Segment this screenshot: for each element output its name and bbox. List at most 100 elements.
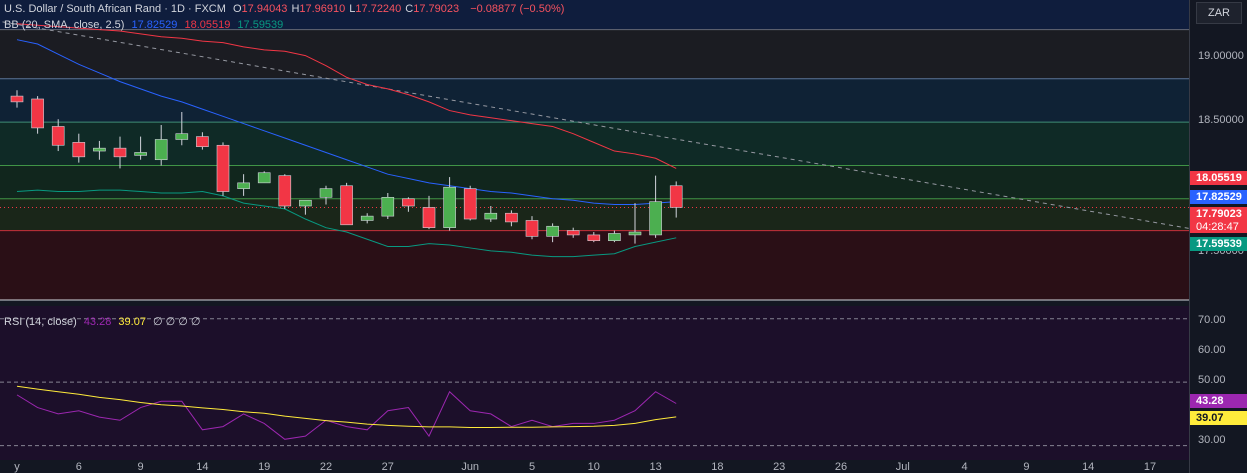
time-tick: 22 xyxy=(320,461,332,473)
time-tick: 26 xyxy=(835,461,847,473)
time-tick: 10 xyxy=(588,461,600,473)
time-tick: 23 xyxy=(773,461,785,473)
rsi-value-label: 43.28 xyxy=(1190,394,1247,408)
candle-body xyxy=(525,220,539,237)
bb-upper-line xyxy=(16,23,677,169)
time-tick: 14 xyxy=(1082,461,1094,473)
candle-body xyxy=(628,231,642,236)
candle xyxy=(360,213,374,224)
candle xyxy=(525,216,539,240)
background-zone xyxy=(0,29,1189,79)
candle-body xyxy=(51,126,65,146)
ohlc-values: O17.94043 H17.96910 L17.72240 C17.79023 xyxy=(233,3,463,15)
candle xyxy=(257,171,271,184)
change-value: −0.08877 (−0.50%) xyxy=(470,3,565,15)
rsi-value: 43.28 xyxy=(83,316,112,328)
background-zone xyxy=(0,198,1189,231)
candle-body xyxy=(113,147,127,158)
rsi-label: RSI (14, close) xyxy=(4,316,77,328)
candle-body xyxy=(257,172,271,184)
bb-lower-line xyxy=(16,189,677,258)
candle-body xyxy=(505,212,518,223)
candle-body xyxy=(608,233,621,242)
trendline[interactable] xyxy=(0,14,1189,231)
candle xyxy=(237,174,250,196)
candle-body xyxy=(299,199,312,207)
candle-body xyxy=(278,175,292,207)
time-tick: 27 xyxy=(382,461,394,473)
price-axis[interactable]: ZAR 19.00000 18.50000 17.50000 18.05519 … xyxy=(1189,0,1247,473)
background-zone xyxy=(0,0,1189,30)
rsi-ma-label: 39.07 xyxy=(1190,411,1247,425)
ohlc-key: H xyxy=(291,3,300,15)
candle-body xyxy=(175,133,189,140)
rsi-tick: 70.00 xyxy=(1198,314,1226,326)
candle xyxy=(566,227,580,238)
candle-body xyxy=(237,182,250,189)
symbol-legend: U.S. Dollar / South African Rand · 1D · … xyxy=(4,3,568,15)
time-tick: Jun xyxy=(461,461,479,473)
candle xyxy=(443,177,456,231)
candle xyxy=(31,96,44,134)
price-tick: 18.50000 xyxy=(1198,114,1244,126)
time-tick: 14 xyxy=(196,461,208,473)
candle-body xyxy=(10,95,24,103)
candle-body xyxy=(484,212,498,220)
candle xyxy=(299,199,312,215)
ohlc-value: 17.79023 xyxy=(413,3,460,15)
time-tick: 5 xyxy=(529,461,535,473)
background-zone xyxy=(0,306,1189,460)
time-tick: 9 xyxy=(138,461,144,473)
candle-body xyxy=(649,201,662,236)
candle-body xyxy=(587,234,601,242)
bb-label: BB (20, SMA, close, 2.5) xyxy=(4,19,125,31)
candle xyxy=(340,182,353,226)
candle-body xyxy=(360,215,374,221)
candle xyxy=(587,232,601,243)
background-zone xyxy=(0,165,1189,199)
time-tick: 9 xyxy=(1023,461,1029,473)
candle-body xyxy=(196,136,209,148)
ohlc-value: 17.96910 xyxy=(299,3,346,15)
time-tick: 18 xyxy=(711,461,723,473)
background-zone xyxy=(0,78,1189,123)
rsi-tick: 50.00 xyxy=(1198,374,1226,386)
candle-body xyxy=(546,225,559,237)
candle-body xyxy=(402,198,415,207)
background-zone xyxy=(0,230,1189,300)
symbol-title: U.S. Dollar / South African Rand · 1D · … xyxy=(4,3,226,15)
candle-body xyxy=(93,147,106,152)
candle xyxy=(93,140,106,160)
candle xyxy=(669,181,683,218)
background-zones xyxy=(0,0,1189,460)
candle-body xyxy=(422,207,436,228)
currency-button[interactable]: ZAR xyxy=(1196,2,1242,24)
rsi-ma-value: 39.07 xyxy=(118,316,146,328)
bb-upper-label: 18.05519 xyxy=(1190,171,1247,185)
rsi-ma-line xyxy=(16,385,677,429)
candle xyxy=(402,197,415,212)
bb-basis-label: 17.82529 xyxy=(1190,190,1247,204)
candle xyxy=(608,230,621,243)
ohlc-key: C xyxy=(405,3,414,15)
candle xyxy=(546,223,559,243)
horizontal-levels xyxy=(0,29,1189,301)
candle-body xyxy=(134,152,147,156)
rsi-legend: RSI (14, close) 43.28 39.07 ∅ ∅ ∅ ∅ xyxy=(4,315,205,328)
candle xyxy=(484,206,498,222)
bb-legend: BB (20, SMA, close, 2.5) 17.82529 18.055… xyxy=(4,19,287,31)
ohlc-value: 17.72240 xyxy=(355,3,402,15)
bb-basis-line xyxy=(16,39,677,206)
candle xyxy=(134,136,147,160)
candle xyxy=(154,125,168,166)
rsi-pane xyxy=(0,318,1189,447)
bollinger-bands xyxy=(16,23,677,258)
time-tick: 4 xyxy=(962,461,968,473)
bb-lower-label: 17.59539 xyxy=(1190,237,1247,251)
candle xyxy=(216,142,230,196)
chart-area[interactable]: y6914192227Jun51013182326Jul49141722 xyxy=(0,0,1189,473)
candles xyxy=(10,90,683,244)
candle xyxy=(505,210,518,227)
time-tick: y xyxy=(14,461,20,473)
rsi-line xyxy=(16,390,677,440)
